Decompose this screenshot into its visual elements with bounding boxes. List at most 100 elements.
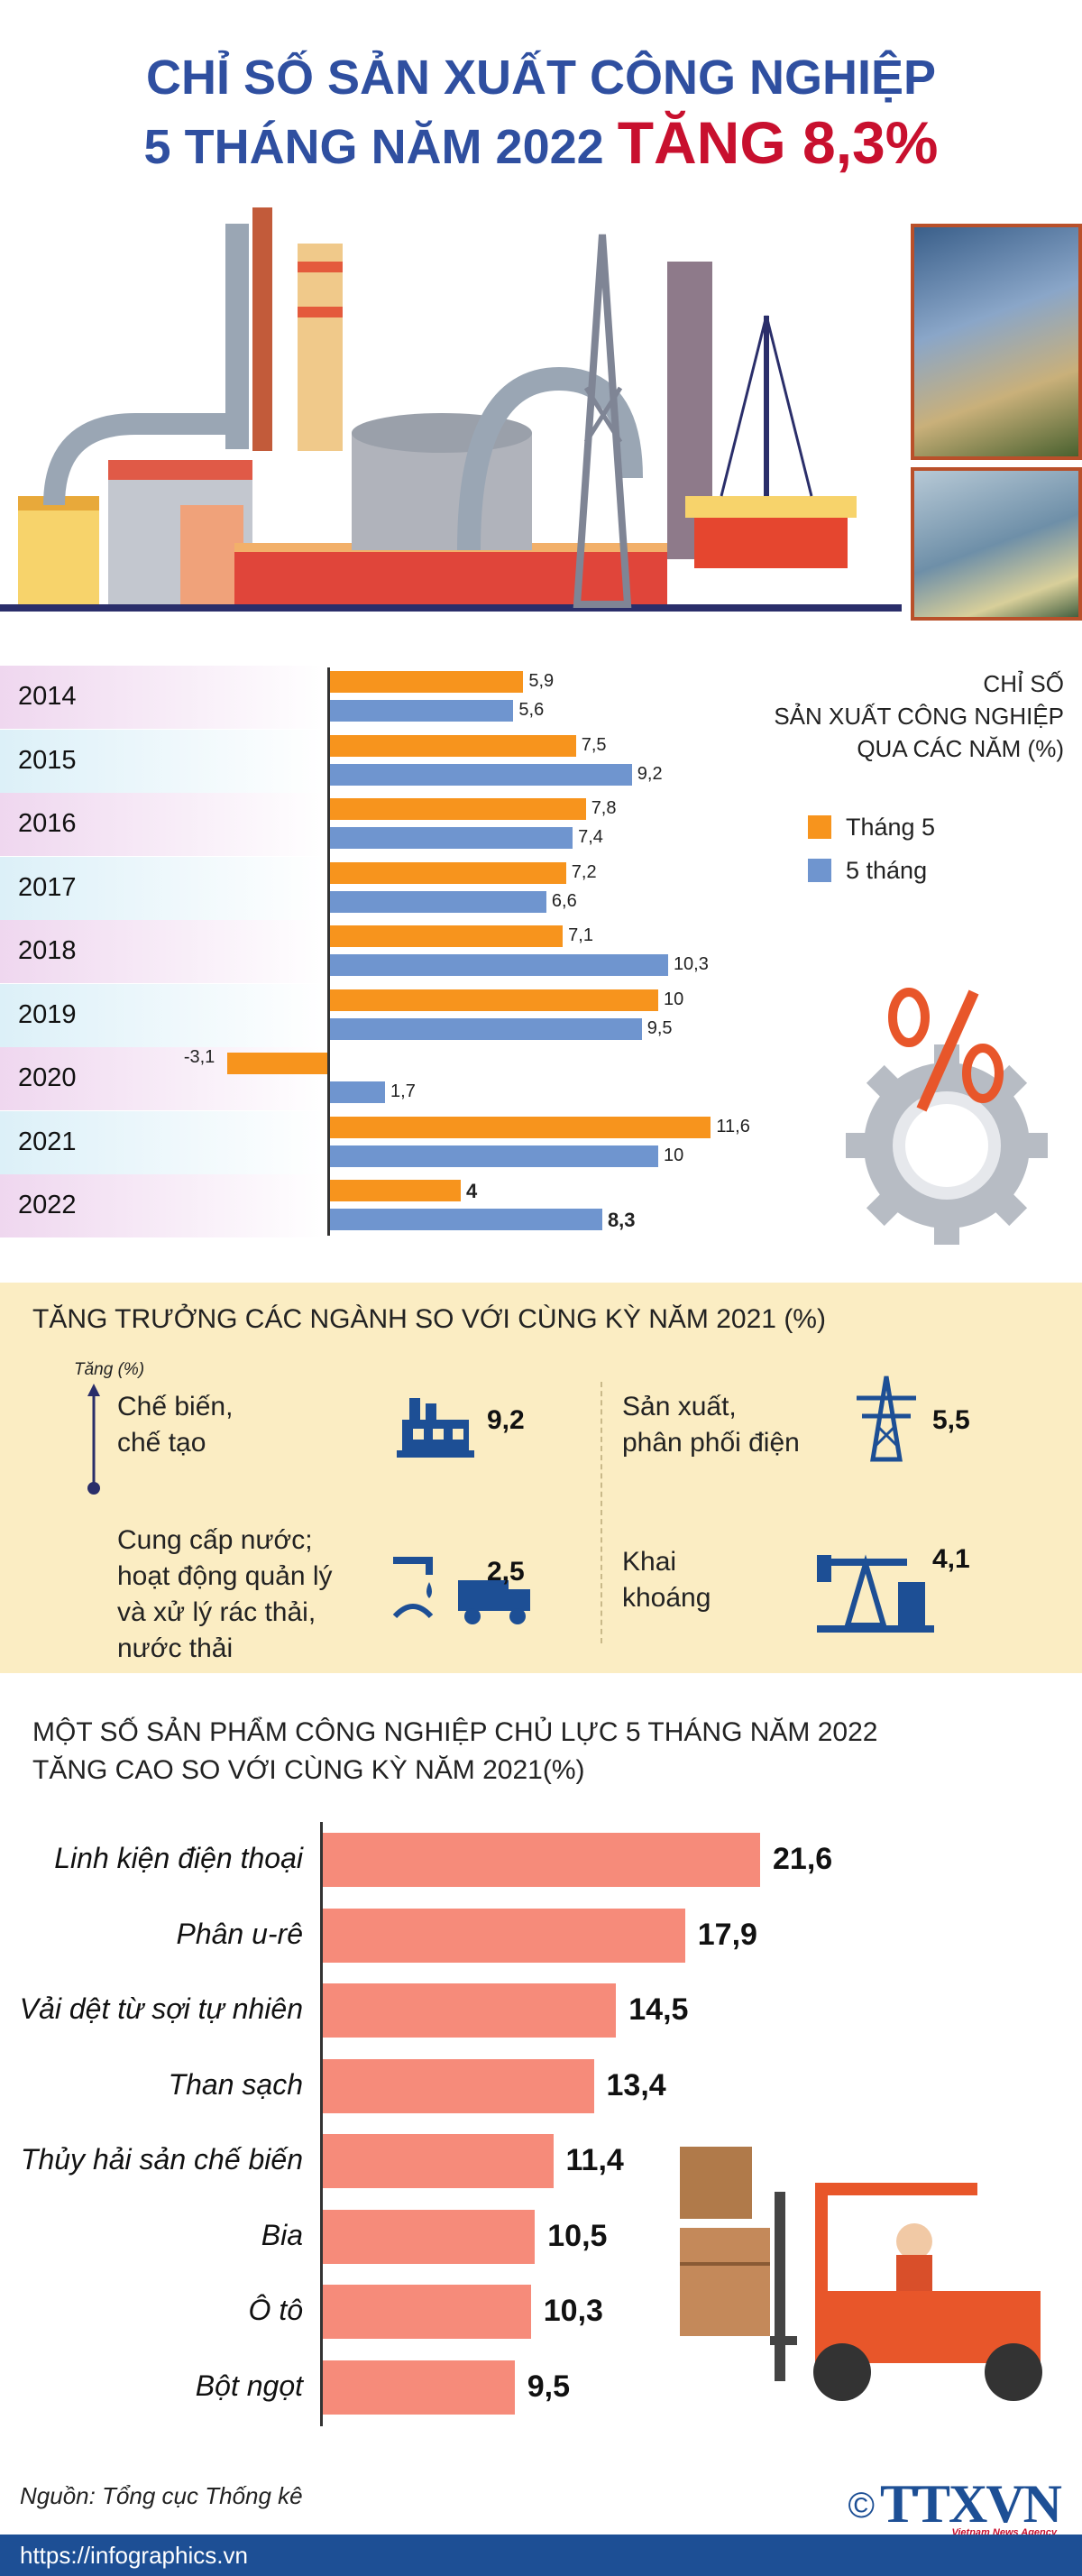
bar-value-label: 7,5 (581, 734, 607, 755)
bar-thang5 (329, 798, 586, 820)
bar-5thang (329, 954, 668, 976)
chart2-axis (320, 1822, 323, 2426)
sector-label-line: Khai (622, 1547, 677, 1577)
product-bar (322, 1833, 760, 1887)
bar-5thang (329, 827, 573, 849)
product-value-label: 10,3 (543, 2294, 603, 2328)
bar-5thang (329, 1081, 386, 1103)
product-label: Than sạch (168, 2067, 303, 2101)
year-band (0, 793, 325, 856)
bar-thang5 (329, 1116, 711, 1138)
chart2-title-line2: TĂNG CAO SO VỚI CÙNG KỲ NĂM 2021(%) (32, 1755, 585, 1785)
sector-value-manufacturing: 9,2 (487, 1405, 525, 1435)
up-arrow-icon (87, 1384, 100, 1495)
year-label: 2016 (18, 809, 77, 838)
logo-text: TTXVN (879, 2474, 1062, 2534)
product-bar (322, 2285, 531, 2339)
bar-value-label: 9,2 (637, 763, 663, 784)
product-label: Phân u-rê (176, 1917, 303, 1950)
industrial-plant-illustration (0, 207, 902, 612)
product-bar (322, 2209, 536, 2264)
sector-divider (601, 1382, 602, 1643)
product-value-label: 17,9 (697, 1917, 757, 1952)
bar-thang5 (329, 989, 658, 1011)
year-label: 2019 (18, 999, 77, 1029)
bar-value-label: 7,2 (571, 861, 597, 882)
sector-label-electricity: Sản xuất, phân phối điện (622, 1389, 800, 1461)
footer-url[interactable]: https://infographics.vn (20, 2542, 248, 2569)
bar-value-label: 5,9 (528, 671, 555, 691)
bar-value-label: -3,1 (183, 1047, 215, 1067)
year-band (0, 1110, 325, 1174)
product-bar (322, 1983, 617, 2038)
bar-value-label: 8,3 (607, 1209, 636, 1231)
bar-5thang (329, 1145, 658, 1167)
bar-value-label: 4 (466, 1180, 478, 1202)
sector-value-electricity: 5,5 (932, 1405, 970, 1435)
chart2-title: MỘT SỐ SẢN PHẨM CÔNG NGHIỆP CHỦ LỰC 5 TH… (32, 1714, 878, 1789)
bar-value-label: 7,4 (578, 827, 603, 847)
bar-5thang (329, 1209, 602, 1230)
bar-5thang (329, 700, 514, 722)
sector-axis-label: Tăng (%) (74, 1360, 145, 1379)
product-label: Bột ngọt (195, 2369, 303, 2402)
product-value-label: 13,4 (606, 2067, 666, 2102)
year-band (0, 920, 325, 983)
legend-swatch-thang5 (808, 815, 831, 839)
product-value-label: 21,6 (773, 1842, 833, 1876)
year-label: 2020 (18, 1063, 77, 1092)
power-tower-icon (857, 1375, 916, 1462)
footer-bar: https://infographics.vn (0, 2535, 1082, 2576)
bar-thang5 (329, 1180, 461, 1201)
year-label: 2014 (18, 682, 77, 711)
bar-thang5 (329, 671, 524, 693)
sector-label-line: chế tạo (117, 1428, 206, 1458)
sector-heading: TĂNG TRƯỞNG CÁC NGÀNH SO VỚI CÙNG KỲ NĂM… (32, 1304, 826, 1334)
bar-value-label: 5,6 (518, 700, 545, 720)
bar-5thang (329, 1017, 642, 1040)
product-label: Thủy hải sản chế biến (20, 2143, 303, 2176)
bar-value-label: 9,5 (646, 1017, 673, 1038)
bar-value-label: 6,6 (551, 890, 577, 911)
year-band (0, 1174, 325, 1237)
bar-value-label: 10,3 (673, 954, 709, 974)
sector-label-line: Chế biến, (117, 1392, 234, 1421)
sector-label-line: nước thải (117, 1633, 234, 1663)
sector-label-line: và xử lý rác thải, (117, 1597, 316, 1627)
ttxvn-logo: TTXVN Vietnam News Agency (879, 2473, 1062, 2538)
product-label: Ô tô (248, 2294, 303, 2326)
chart1-title: CHỈ SỐ SẢN XUẤT CÔNG NGHIỆP QUA CÁC NĂM … (774, 667, 1064, 765)
factory-workers-photo (911, 467, 1082, 621)
chart1-title-line2: SẢN XUẤT CÔNG NGHIỆP (774, 703, 1064, 730)
sector-label-manufacturing: Chế biến, chế tạo (117, 1389, 233, 1461)
bar-thang5 (226, 1053, 329, 1074)
chart1-zero-axis (327, 667, 330, 1236)
percent-gear-icon (846, 988, 1048, 1245)
bar-value-label: 10 (664, 989, 684, 1009)
year-label: 2015 (18, 745, 77, 775)
legend-label-thang5: Tháng 5 (846, 814, 936, 841)
page-title: CHỈ SỐ SẢN XUẤT CÔNG NGHIỆP 5 THÁNG NĂM … (0, 47, 1082, 181)
sector-label-line: khoáng (622, 1583, 711, 1613)
product-bar (322, 2134, 554, 2188)
title-line1: CHỈ SỐ SẢN XUẤT CÔNG NGHIỆP (145, 51, 937, 105)
sector-label-line: Cung cấp nước; (117, 1525, 313, 1555)
copyright-icon: © (848, 2486, 875, 2525)
sector-value-mining: 4,1 (932, 1544, 970, 1574)
product-bar (322, 2360, 515, 2415)
sector-label-mining: Khai khoáng (622, 1544, 711, 1616)
chart1-title-line1: CHỈ SỐ (983, 670, 1064, 697)
year-label: 2018 (18, 936, 77, 965)
bar-value-label: 7,8 (591, 798, 617, 818)
product-label: Bia (261, 2218, 303, 2251)
sector-label-line: phân phối điện (622, 1428, 800, 1458)
legend-label-5thang: 5 tháng (846, 857, 928, 884)
oil-pump-icon (817, 1554, 934, 1633)
factory-icon (397, 1398, 474, 1458)
source-note: Nguồn: Tổng cục Thống kê (20, 2482, 303, 2509)
sector-label-line: hoạt động quản lý (117, 1561, 333, 1591)
product-value-label: 9,5 (527, 2369, 571, 2404)
sector-value-water: 2,5 (487, 1557, 525, 1587)
bar-thang5 (329, 861, 566, 884)
title-highlight: TĂNG 8,3% (617, 109, 939, 176)
